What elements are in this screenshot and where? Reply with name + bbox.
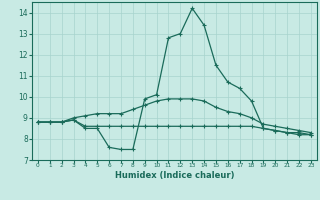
X-axis label: Humidex (Indice chaleur): Humidex (Indice chaleur) [115,171,234,180]
